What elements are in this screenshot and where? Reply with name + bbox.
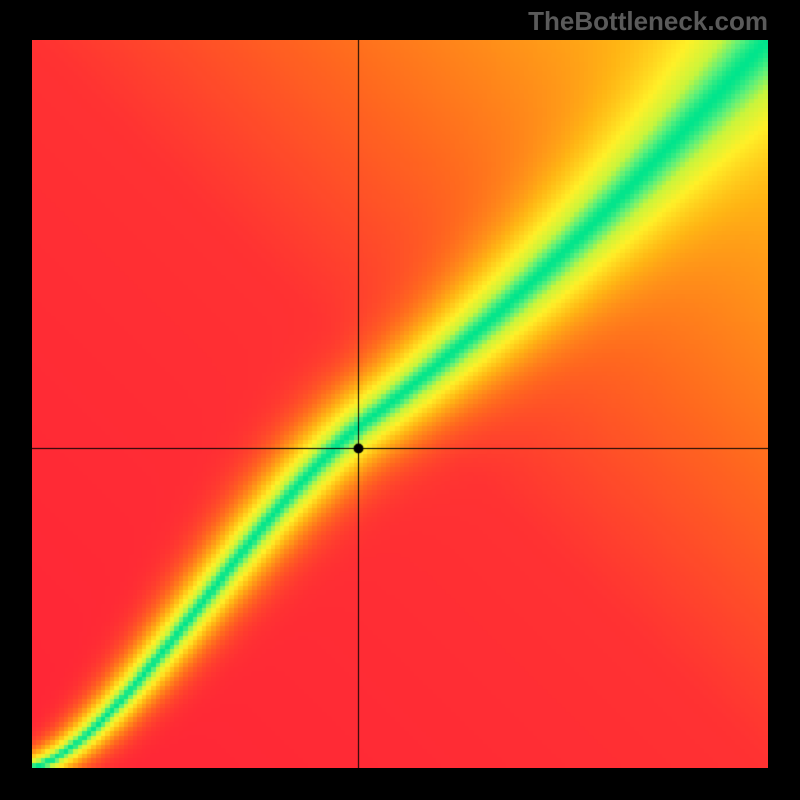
bottleneck-heatmap [32, 40, 768, 768]
chart-container: TheBottleneck.com [0, 0, 800, 800]
watermark-text: TheBottleneck.com [528, 6, 768, 37]
